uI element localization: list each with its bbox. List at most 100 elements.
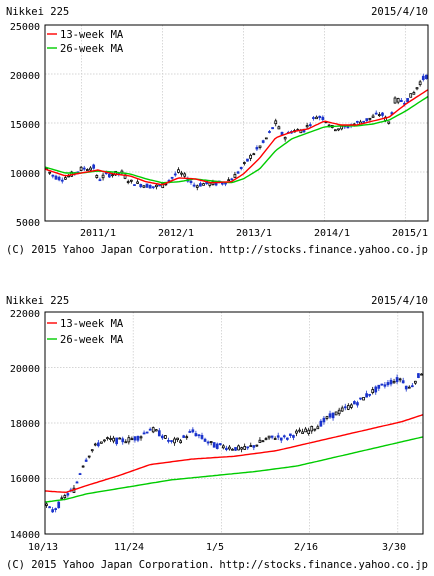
candle: [279, 437, 283, 441]
series-line-13-week: [44, 414, 424, 494]
candle: [209, 441, 213, 443]
candle: [249, 445, 253, 447]
candle: [264, 438, 268, 441]
candle: [425, 74, 428, 80]
y-tick-label: 16000: [10, 474, 40, 485]
y-tick-label: 18000: [10, 419, 40, 430]
candle: [258, 439, 262, 443]
candle: [261, 440, 265, 443]
candle: [249, 154, 253, 159]
candles: [45, 73, 428, 191]
candle: [356, 402, 359, 406]
candle: [127, 437, 131, 443]
candle: [188, 431, 192, 433]
x-tick-label: 2013/1: [236, 228, 272, 239]
candle: [93, 443, 97, 446]
candle: [298, 429, 301, 432]
candle: [51, 174, 55, 177]
candle: [292, 435, 295, 438]
candle: [202, 183, 205, 186]
candle: [377, 114, 381, 117]
candle: [142, 185, 146, 188]
candle: [51, 509, 54, 513]
candle: [246, 446, 250, 449]
candle: [362, 397, 365, 401]
x-tick-label: 1/5: [206, 542, 224, 553]
candle: [399, 99, 403, 103]
candle: [271, 127, 274, 130]
x-tick-label: 2014/1: [314, 228, 350, 239]
candle: [200, 435, 204, 439]
candle: [383, 384, 387, 387]
candle: [340, 125, 344, 130]
candle: [286, 437, 289, 440]
candle: [289, 433, 292, 436]
candle: [350, 404, 353, 408]
candle: [101, 174, 105, 179]
x-tick-label: 2012/1: [158, 228, 194, 239]
candle: [84, 459, 88, 462]
candle: [197, 434, 201, 437]
candle: [308, 124, 312, 127]
candle: [319, 420, 323, 427]
candle: [185, 436, 189, 439]
plot-frame: [44, 311, 424, 535]
candle: [82, 167, 86, 170]
candle: [139, 184, 143, 188]
candle: [148, 428, 152, 431]
daily-chart: Nikkei 225 2015/4/10 22000 20000 18000 1…: [6, 295, 428, 571]
candle: [415, 87, 419, 90]
candle: [264, 137, 268, 140]
candle: [395, 377, 399, 383]
candle: [273, 438, 277, 440]
candle: [392, 380, 396, 384]
candle: [268, 131, 271, 133]
candle: [340, 407, 344, 412]
candle: [164, 435, 167, 439]
candle: [206, 441, 210, 444]
candle: [215, 443, 219, 449]
candle: [371, 389, 375, 394]
candle: [136, 435, 140, 441]
candle: [401, 380, 405, 384]
y-tick-label: 5000: [16, 218, 40, 229]
candle: [139, 436, 143, 439]
candle: [109, 438, 112, 440]
candle: [173, 173, 177, 176]
candle: [371, 115, 375, 118]
candle: [270, 435, 274, 438]
candle: [126, 181, 130, 183]
y-tick-label: 14000: [10, 530, 40, 541]
candle: [325, 416, 329, 419]
x-tick-label: 2/16: [294, 542, 318, 553]
candle: [106, 437, 109, 440]
candle: [195, 185, 199, 188]
chart-title: Nikkei 225: [6, 295, 69, 307]
candle: [97, 442, 100, 447]
candle: [155, 184, 158, 188]
legend-label-13-week: 13-week MA: [60, 318, 124, 330]
source-link[interactable]: http://stocks.finance.yahoo.co.jp: [219, 244, 428, 256]
candle: [157, 430, 161, 437]
candle: [173, 438, 176, 444]
candle: [136, 181, 139, 184]
copyright-text: (C) 2015 Yahoo Japan Corporation.: [6, 559, 215, 571]
x-tick-label: 2015/1: [392, 228, 428, 239]
candle: [154, 429, 158, 432]
candle: [98, 179, 102, 182]
candle: [276, 435, 280, 438]
candle: [90, 449, 94, 452]
candle: [233, 173, 237, 178]
candle: [282, 435, 286, 438]
candle: [252, 153, 256, 156]
candle: [142, 432, 146, 435]
candle: [237, 445, 240, 451]
candle: [322, 417, 326, 423]
candle: [328, 413, 332, 418]
candle: [418, 81, 422, 86]
candle: [362, 120, 366, 123]
candle: [87, 455, 91, 458]
candle: [409, 93, 413, 98]
candle: [111, 174, 114, 177]
source-link[interactable]: http://stocks.finance.yahoo.co.jp: [219, 559, 428, 571]
